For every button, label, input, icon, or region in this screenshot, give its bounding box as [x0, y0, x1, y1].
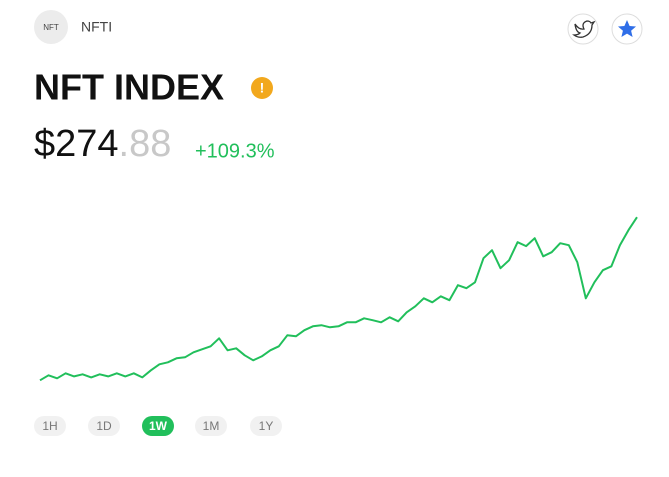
ticker: NFTI [81, 19, 112, 35]
star-icon [618, 20, 636, 37]
range-button[interactable]: 1D [88, 416, 120, 436]
range-button[interactable]: 1Y [250, 416, 282, 436]
twitter-button[interactable] [567, 13, 599, 45]
warning-mark: ! [260, 80, 265, 96]
range-button[interactable]: 1H [34, 416, 66, 436]
range-selector: 1H 1D 1W 1M 1Y [34, 416, 282, 436]
range-button-bg [195, 416, 227, 436]
asset-icon-label: NFT [43, 23, 59, 32]
title: NFT INDEX [34, 67, 224, 108]
range-button-bg [142, 416, 174, 436]
range-button-bg [34, 416, 66, 436]
range-button[interactable]: 1W [142, 416, 174, 436]
price: $274.88 [34, 123, 171, 165]
twitter-icon [572, 20, 596, 38]
chart [39, 216, 638, 382]
range-button-label: 1Y [259, 419, 274, 433]
asset-icon [34, 10, 68, 44]
range-button-label: 1W [149, 419, 168, 433]
favorite-button[interactable] [611, 13, 643, 45]
range-button[interactable]: 1M [195, 416, 227, 436]
warning-icon [251, 77, 273, 99]
price-decimals: .88 [119, 123, 172, 165]
range-button-bg [250, 416, 282, 436]
price-main: $274 [34, 123, 119, 165]
range-button-label: 1H [42, 419, 57, 433]
range-button-label: 1M [203, 419, 220, 433]
range-button-bg [88, 416, 120, 436]
price-line [39, 216, 638, 382]
price-change: +109.3% [195, 140, 275, 162]
range-button-label: 1D [96, 419, 112, 433]
